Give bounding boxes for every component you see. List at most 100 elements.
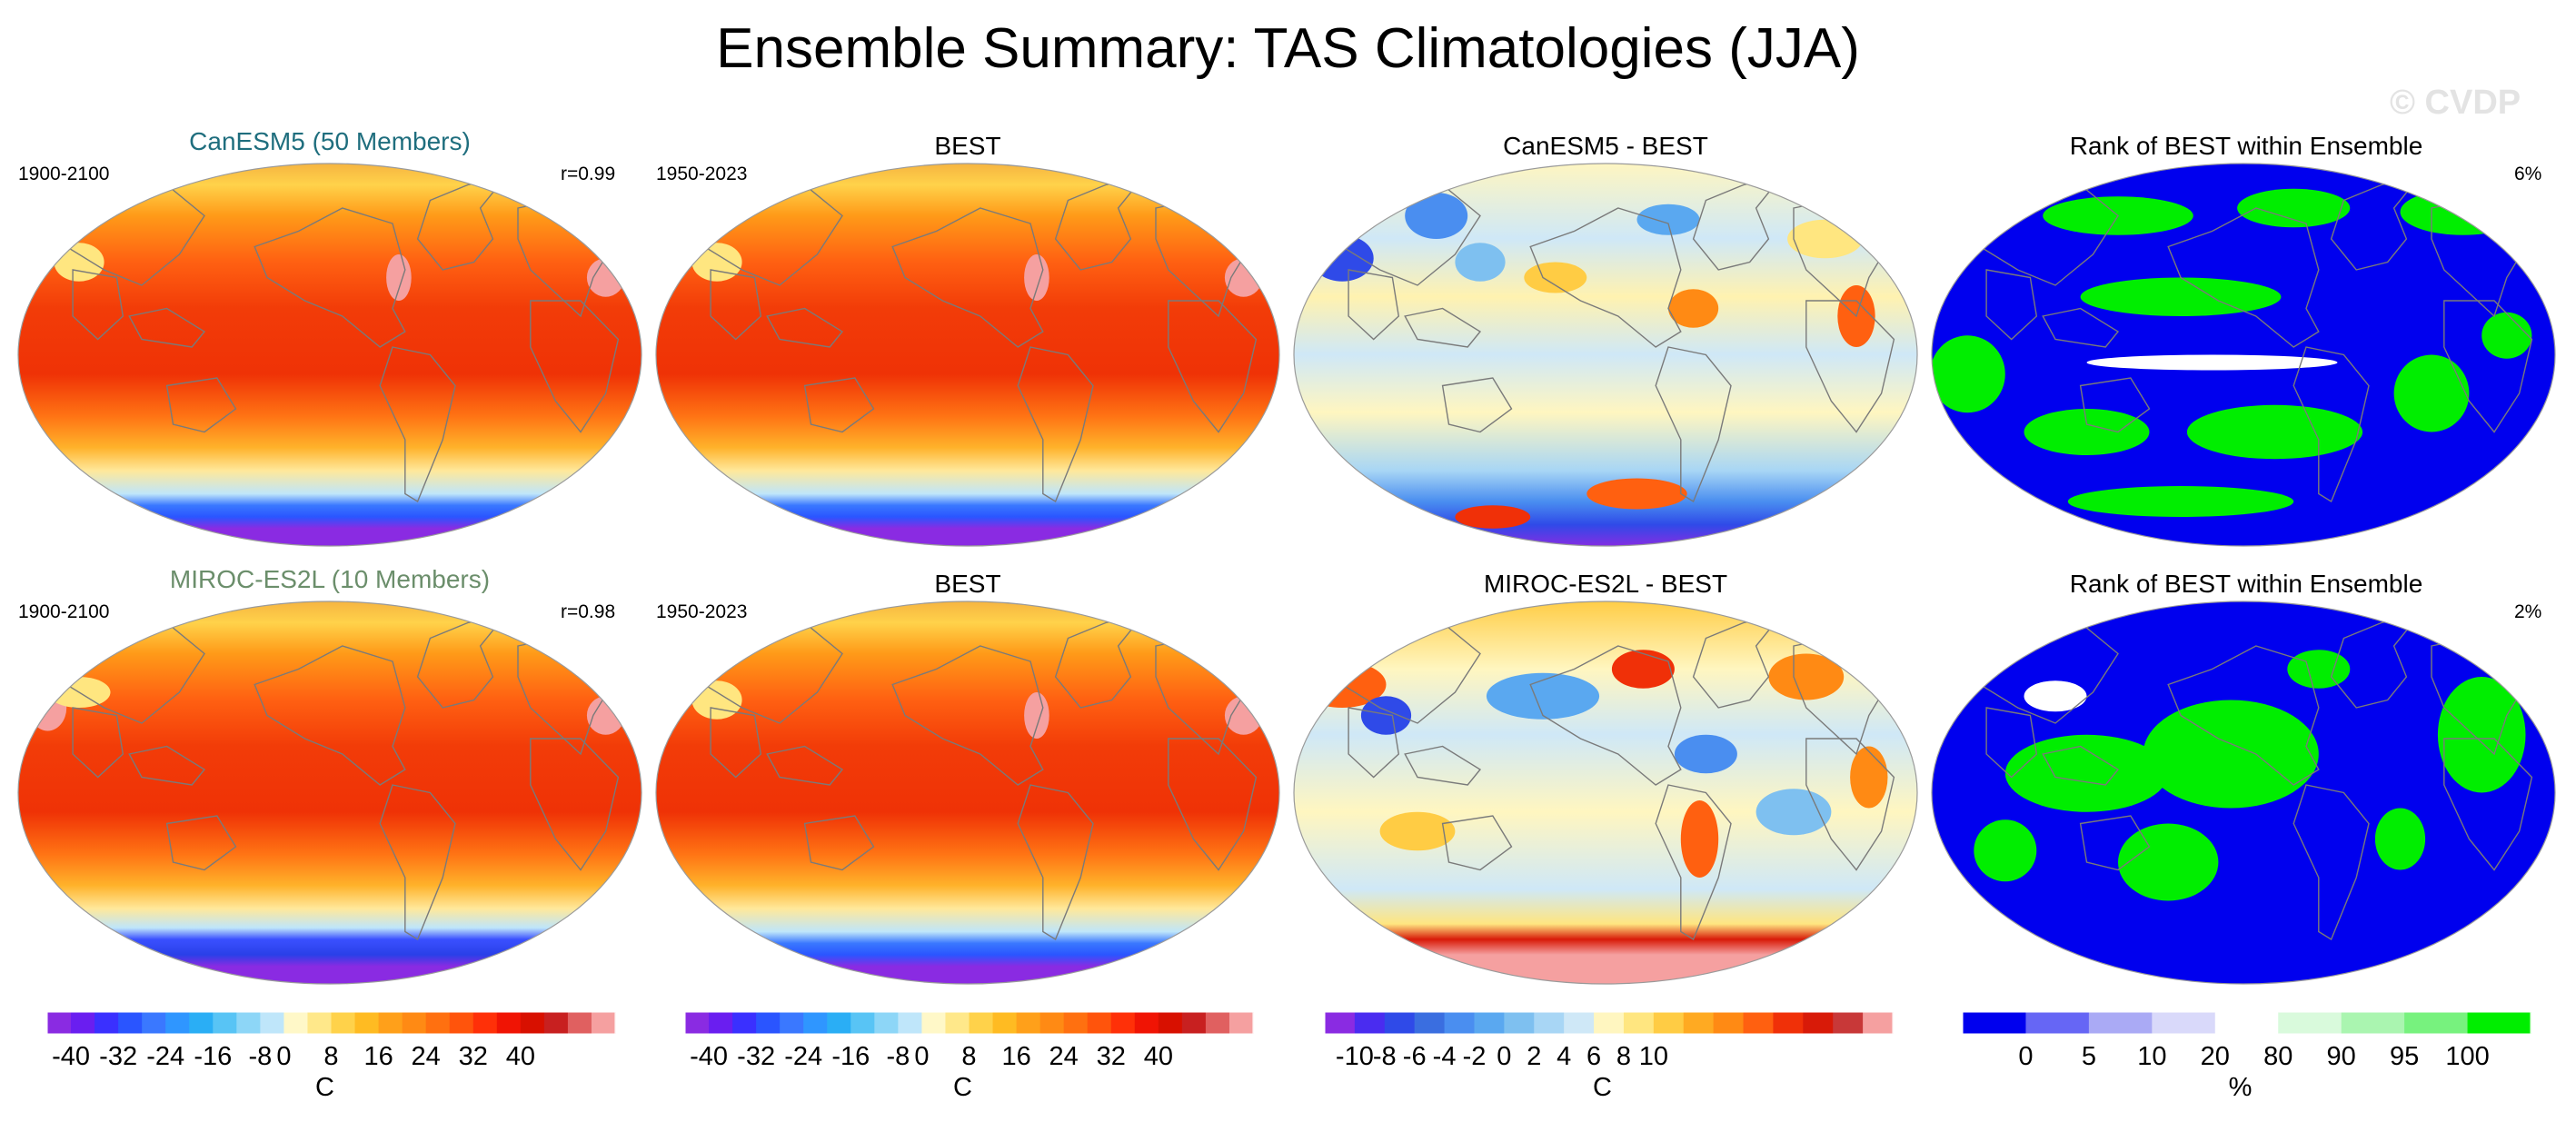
colorbar-unit-label: C bbox=[1593, 1073, 1612, 1102]
colorbar-swatch bbox=[1803, 1012, 1834, 1034]
continent-outline bbox=[1985, 269, 2038, 341]
colorbar-swatch bbox=[1039, 1012, 1065, 1034]
colorbar-swatch bbox=[1534, 1012, 1565, 1034]
colorbar-tick-label: 4 bbox=[1557, 1042, 1571, 1071]
colorbar-swatch bbox=[1504, 1012, 1535, 1034]
continent-outline bbox=[72, 269, 124, 341]
continent-outline bbox=[2167, 207, 2320, 348]
continent-outline bbox=[766, 307, 844, 348]
continent-outline bbox=[1529, 645, 1682, 786]
colorbar-swatch bbox=[331, 1012, 356, 1034]
continent-outline bbox=[1655, 346, 1732, 503]
colorbar-tick-label: 0 bbox=[276, 1042, 291, 1071]
colorbar-tick-label: -10 bbox=[1336, 1042, 1374, 1071]
colorbar-swatch bbox=[827, 1012, 851, 1034]
map-anomaly-region bbox=[1379, 811, 1456, 851]
colorbar-swatch bbox=[2025, 1012, 2090, 1034]
colorbar-tick-label: 80 bbox=[2263, 1042, 2293, 1071]
continent-outline bbox=[2443, 738, 2533, 871]
colorbar-swatch bbox=[709, 1012, 733, 1034]
map-anomaly-region bbox=[1586, 478, 1687, 510]
map-best-tas-2 bbox=[655, 601, 1280, 985]
colorbar-swatch bbox=[2404, 1012, 2469, 1034]
continent-outline bbox=[165, 377, 237, 433]
map-anomaly-region bbox=[1611, 650, 1675, 689]
continent-outline bbox=[1348, 269, 1400, 341]
colorbar-swatch bbox=[1444, 1012, 1476, 1034]
colorbar-swatch bbox=[260, 1012, 285, 1034]
colorbar-swatch bbox=[1016, 1012, 1041, 1034]
colorbar-frame bbox=[46, 1011, 616, 1035]
continent-outline bbox=[1805, 300, 1895, 433]
map-field bbox=[18, 601, 642, 984]
map-field bbox=[656, 601, 1279, 984]
continent-outline bbox=[2042, 307, 2120, 348]
continent-outline bbox=[2079, 815, 2151, 871]
map-best-tas-1 bbox=[655, 163, 1280, 547]
map-canesm5-minus-best bbox=[1293, 163, 1918, 547]
map-anomaly-region bbox=[28, 684, 67, 731]
colorbar-swatch bbox=[71, 1012, 95, 1034]
colorbar-frame bbox=[684, 1011, 1254, 1035]
continent-outline bbox=[254, 207, 406, 348]
colorbar-swatch bbox=[1181, 1012, 1207, 1034]
colorbar-tick-label: 24 bbox=[412, 1042, 441, 1071]
colorbar-swatch bbox=[1713, 1012, 1745, 1034]
map-anomaly-region bbox=[54, 243, 104, 282]
panel-title-best-2: BEST bbox=[934, 570, 1001, 598]
map-anomaly-region bbox=[2400, 188, 2526, 235]
map-anomaly-region bbox=[2086, 354, 2338, 371]
colorbar-tick-label: 32 bbox=[459, 1042, 488, 1071]
continent-outline bbox=[1404, 307, 1482, 348]
colorbar-swatch bbox=[1773, 1012, 1804, 1034]
colorbar-tick-label: 8 bbox=[961, 1042, 976, 1071]
panel-title-diff-miroc: MIROC-ES2L - BEST bbox=[1483, 570, 1728, 598]
continent-outline bbox=[2079, 377, 2151, 433]
colorbar-swatch bbox=[189, 1012, 214, 1034]
continent-outline bbox=[1017, 346, 1094, 503]
map-anomaly-region bbox=[1636, 204, 1700, 235]
continent-outline bbox=[379, 346, 456, 503]
colorbar-temperature-2: -40 -32 -24 -16 -8 0 8 16 24 32 40 C bbox=[684, 1011, 1254, 1102]
colorbar-tick-label: 10 bbox=[1639, 1042, 1668, 1071]
colorbar-swatch bbox=[898, 1012, 923, 1034]
map-anomaly-region bbox=[2186, 404, 2363, 460]
colorbar-swatch bbox=[1384, 1012, 1416, 1034]
colorbar-tick-label: -6 bbox=[1403, 1042, 1427, 1071]
continent-outline bbox=[530, 738, 620, 871]
map-field bbox=[656, 164, 1279, 546]
map-anomaly-region bbox=[1668, 289, 1719, 328]
panel-pct-rank-2: 2% bbox=[2514, 601, 2542, 622]
colorbar-swatch bbox=[1354, 1012, 1386, 1034]
colorbar-frame bbox=[1962, 1011, 2531, 1035]
panel-pct-rank-1: 6% bbox=[2514, 164, 2542, 184]
colorbar-unit-label: C bbox=[315, 1073, 334, 1102]
colorbar-tick-label: -8 bbox=[248, 1042, 272, 1071]
map-border bbox=[655, 601, 1280, 985]
colorbar-tick-label: -40 bbox=[52, 1042, 90, 1071]
colorbar-swatch bbox=[969, 1012, 994, 1034]
colorbar-swatch bbox=[1110, 1012, 1136, 1034]
colorbar-swatch bbox=[1623, 1012, 1655, 1034]
continent-outline bbox=[1805, 738, 1895, 871]
continent-outline bbox=[128, 307, 206, 348]
map-border bbox=[1293, 601, 1918, 985]
colorbar-swatch bbox=[567, 1012, 592, 1034]
map-anomaly-region bbox=[2393, 354, 2470, 432]
colorbar-swatch bbox=[2214, 1012, 2279, 1034]
panel-title-miroc: MIROC-ES2L (10 Members) bbox=[169, 565, 491, 593]
colorbar-swatch bbox=[425, 1012, 451, 1034]
map-anomaly-region bbox=[2237, 188, 2351, 228]
continent-outline bbox=[1655, 784, 1732, 941]
continent-outline bbox=[710, 707, 762, 779]
map-miroc-minus-best bbox=[1293, 601, 1918, 985]
map-anomaly-region bbox=[2080, 277, 2282, 316]
map-anomaly-region bbox=[2024, 680, 2087, 712]
colorbar-tick-label: -4 bbox=[1433, 1042, 1457, 1071]
continent-outline bbox=[1985, 707, 2038, 779]
map-border bbox=[655, 163, 1280, 547]
colorbar-swatch bbox=[496, 1012, 522, 1034]
colorbar-swatch bbox=[1564, 1012, 1595, 1034]
map-anomaly-region bbox=[1524, 262, 1587, 293]
panel-period-miroc: 1900-2100 bbox=[18, 601, 110, 622]
